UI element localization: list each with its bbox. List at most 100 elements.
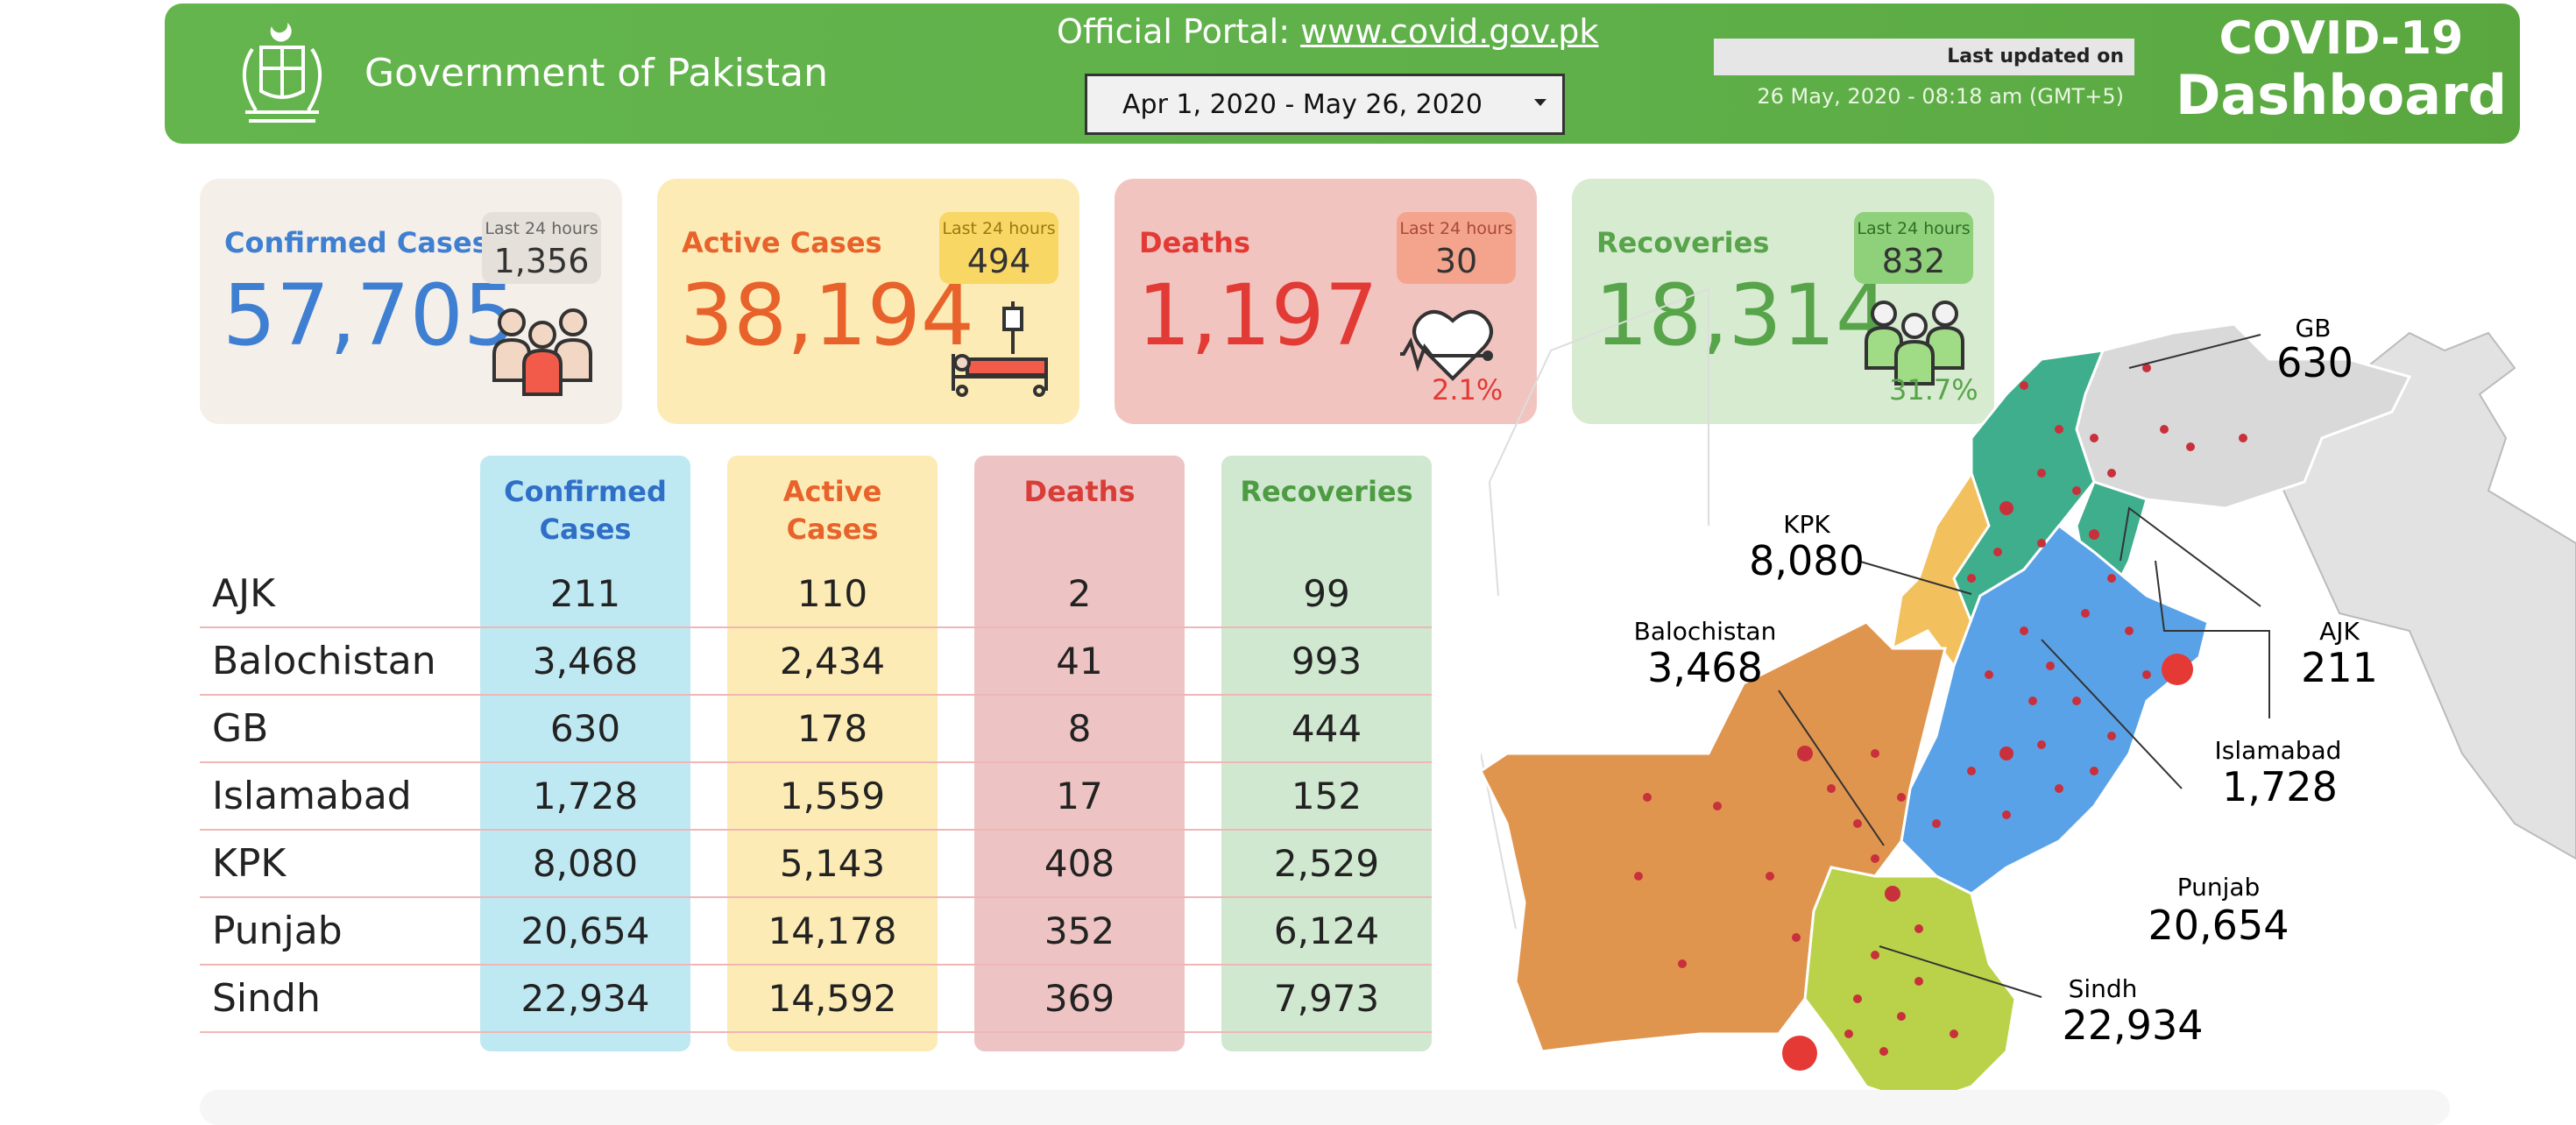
active-cell: 2,434 — [779, 640, 886, 683]
map-value-gb: 630 — [2276, 339, 2353, 386]
last-24h-chip: Last 24 hours 832 — [1854, 212, 1973, 284]
card-value: 57,705 — [223, 266, 517, 364]
map-value-sindh: 22,934 — [2063, 1001, 2204, 1049]
hotspot-marker[interactable] — [2162, 654, 2193, 685]
last-updated-time: 26 May, 2020 - 08:18 am (GMT+5) — [1757, 84, 2124, 109]
map-value-islamabad: 1,728 — [2222, 763, 2338, 810]
state-emblem-icon — [242, 23, 322, 123]
recoveries-cell: 7,973 — [1273, 977, 1380, 1020]
last-24h-chip: Last 24 hours 1,356 — [482, 212, 601, 284]
region-name: Sindh — [212, 976, 321, 1021]
map-label-punjab: Punjab — [2177, 873, 2261, 902]
card-value: 38,194 — [680, 266, 974, 364]
deaths-cell: 8 — [1067, 707, 1092, 750]
chevron-down-icon — [1534, 99, 1546, 106]
active-column-bg — [727, 456, 938, 1051]
map-label-ajk: AJK — [2319, 617, 2360, 646]
map-value-balochistan: 3,468 — [1647, 644, 1763, 691]
deaths-cell: 352 — [1044, 909, 1115, 952]
recovery-rate: 31.7% — [1889, 373, 1978, 407]
death-rate: 2.1% — [1432, 373, 1504, 407]
last-updated-label: Last updated on — [1714, 39, 2134, 75]
recoveries-cell: 6,124 — [1273, 909, 1380, 952]
active-column-header: Active Cases — [727, 473, 938, 548]
confirmed-cell: 22,934 — [520, 977, 650, 1020]
last-24h-chip: Last 24 hours 30 — [1397, 212, 1516, 284]
region-name: Balochistan — [212, 639, 436, 683]
region-name: GB — [212, 706, 269, 751]
date-range-select[interactable]: Apr 1, 2020 - May 26, 2020 — [1085, 74, 1565, 135]
chip-caption: Last 24 hours — [1399, 219, 1513, 238]
card-label: Deaths — [1139, 226, 1250, 259]
card-value: 18,314 — [1595, 266, 1889, 364]
confirmed-cell: 211 — [549, 572, 621, 615]
chip-value: 832 — [1881, 242, 1946, 280]
chip-value: 494 — [966, 242, 1031, 280]
card-value: 1,197 — [1137, 266, 1378, 364]
chip-value: 30 — [1434, 242, 1478, 280]
header-line: Cases — [539, 513, 632, 546]
card-label: Active Cases — [682, 226, 882, 259]
map-label-kpk: KPK — [1783, 510, 1830, 539]
recoveries-cell: 2,529 — [1273, 842, 1380, 885]
active-cell: 14,592 — [768, 977, 897, 1020]
confirmed-cell: 20,654 — [520, 909, 650, 952]
recoveries-cell: 993 — [1291, 640, 1362, 683]
chip-caption: Last 24 hours — [1857, 219, 1971, 238]
table-row: Sindh 22,934 14,592 369 7,973 — [200, 966, 1432, 1033]
card-label: Recoveries — [1596, 226, 1770, 259]
active-cell: 110 — [796, 572, 868, 615]
portal-label: Official Portal: — [1057, 12, 1301, 51]
region-table: AJK 211 110 2 99 Balochistan 3,468 2,434… — [200, 561, 1432, 1033]
map-region-kpk-tribal[interactable] — [1891, 470, 1991, 669]
region-name: Punjab — [212, 909, 343, 953]
government-title: Government of Pakistan — [364, 51, 829, 96]
deaths-column-header: Deaths — [1023, 475, 1136, 508]
map-region-punjab[interactable] — [1900, 523, 2210, 895]
header-line: Cases — [786, 513, 879, 546]
recoveries-column-bg — [1221, 456, 1432, 1051]
table-row: Balochistan 3,468 2,434 41 993 — [200, 628, 1432, 696]
date-range-value: Apr 1, 2020 - May 26, 2020 — [1122, 88, 1483, 120]
bottom-panel-right — [1398, 1090, 2450, 1125]
table-row: AJK 211 110 2 99 — [200, 561, 1432, 628]
pakistan-map[interactable]: GB 630 KPK 8,080 Balochistan 3,468 AJK 2… — [1481, 263, 2576, 1107]
region-name: Islamabad — [212, 774, 412, 818]
confirmed-cell: 8,080 — [532, 842, 639, 885]
deaths-cell: 17 — [1056, 775, 1103, 817]
dashboard-title-line2: Dashboard — [2175, 63, 2508, 127]
map-leader-lines — [1778, 334, 2270, 998]
table-row: KPK 8,080 5,143 408 2,529 — [200, 831, 1432, 898]
header-line: Confirmed — [504, 475, 667, 508]
deaths-cell: 408 — [1044, 842, 1115, 885]
active-cell: 1,559 — [779, 775, 886, 817]
chip-caption: Last 24 hours — [485, 219, 598, 238]
map-region-sindh[interactable] — [1803, 866, 2017, 1106]
recoveries-card: Recoveries 18,314 Last 24 hours 832 31.7… — [1572, 179, 1994, 424]
map-value-kpk: 8,080 — [1749, 537, 1865, 584]
last-24h-chip: Last 24 hours 494 — [939, 212, 1058, 284]
region-name: AJK — [212, 571, 275, 616]
confirmed-cases-card: Confirmed Cases 57,705 Last 24 hours 1,3… — [200, 179, 622, 424]
active-cell: 178 — [796, 707, 868, 750]
recovered-people-icon — [1865, 301, 1964, 386]
active-cell: 5,143 — [779, 842, 886, 885]
header-line: Active — [782, 475, 882, 508]
people-group-icon — [492, 308, 592, 396]
map-value-punjab: 20,654 — [2148, 902, 2289, 949]
deaths-cell: 369 — [1044, 977, 1115, 1020]
case-dots — [1634, 364, 2247, 1056]
region-name: KPK — [212, 841, 287, 886]
deaths-card: Deaths 1,197 Last 24 hours 30 2.1% — [1115, 179, 1537, 424]
hotspot-marker[interactable] — [1782, 1036, 1817, 1071]
portal-link[interactable]: www.covid.gov.pk — [1300, 12, 1599, 51]
deaths-cell: 2 — [1067, 572, 1092, 615]
map-label-sindh: Sindh — [2069, 974, 2138, 1003]
map-label-islamabad: Islamabad — [2215, 736, 2342, 765]
confirmed-cell: 3,468 — [532, 640, 639, 683]
active-cases-card: Active Cases 38,194 Last 24 hours 494 — [657, 179, 1079, 424]
table-row: Islamabad 1,728 1,559 17 152 — [200, 763, 1432, 831]
deaths-column-bg — [974, 456, 1185, 1051]
recoveries-column-header: Recoveries — [1240, 475, 1413, 508]
bottom-panel-left — [200, 1090, 1432, 1125]
